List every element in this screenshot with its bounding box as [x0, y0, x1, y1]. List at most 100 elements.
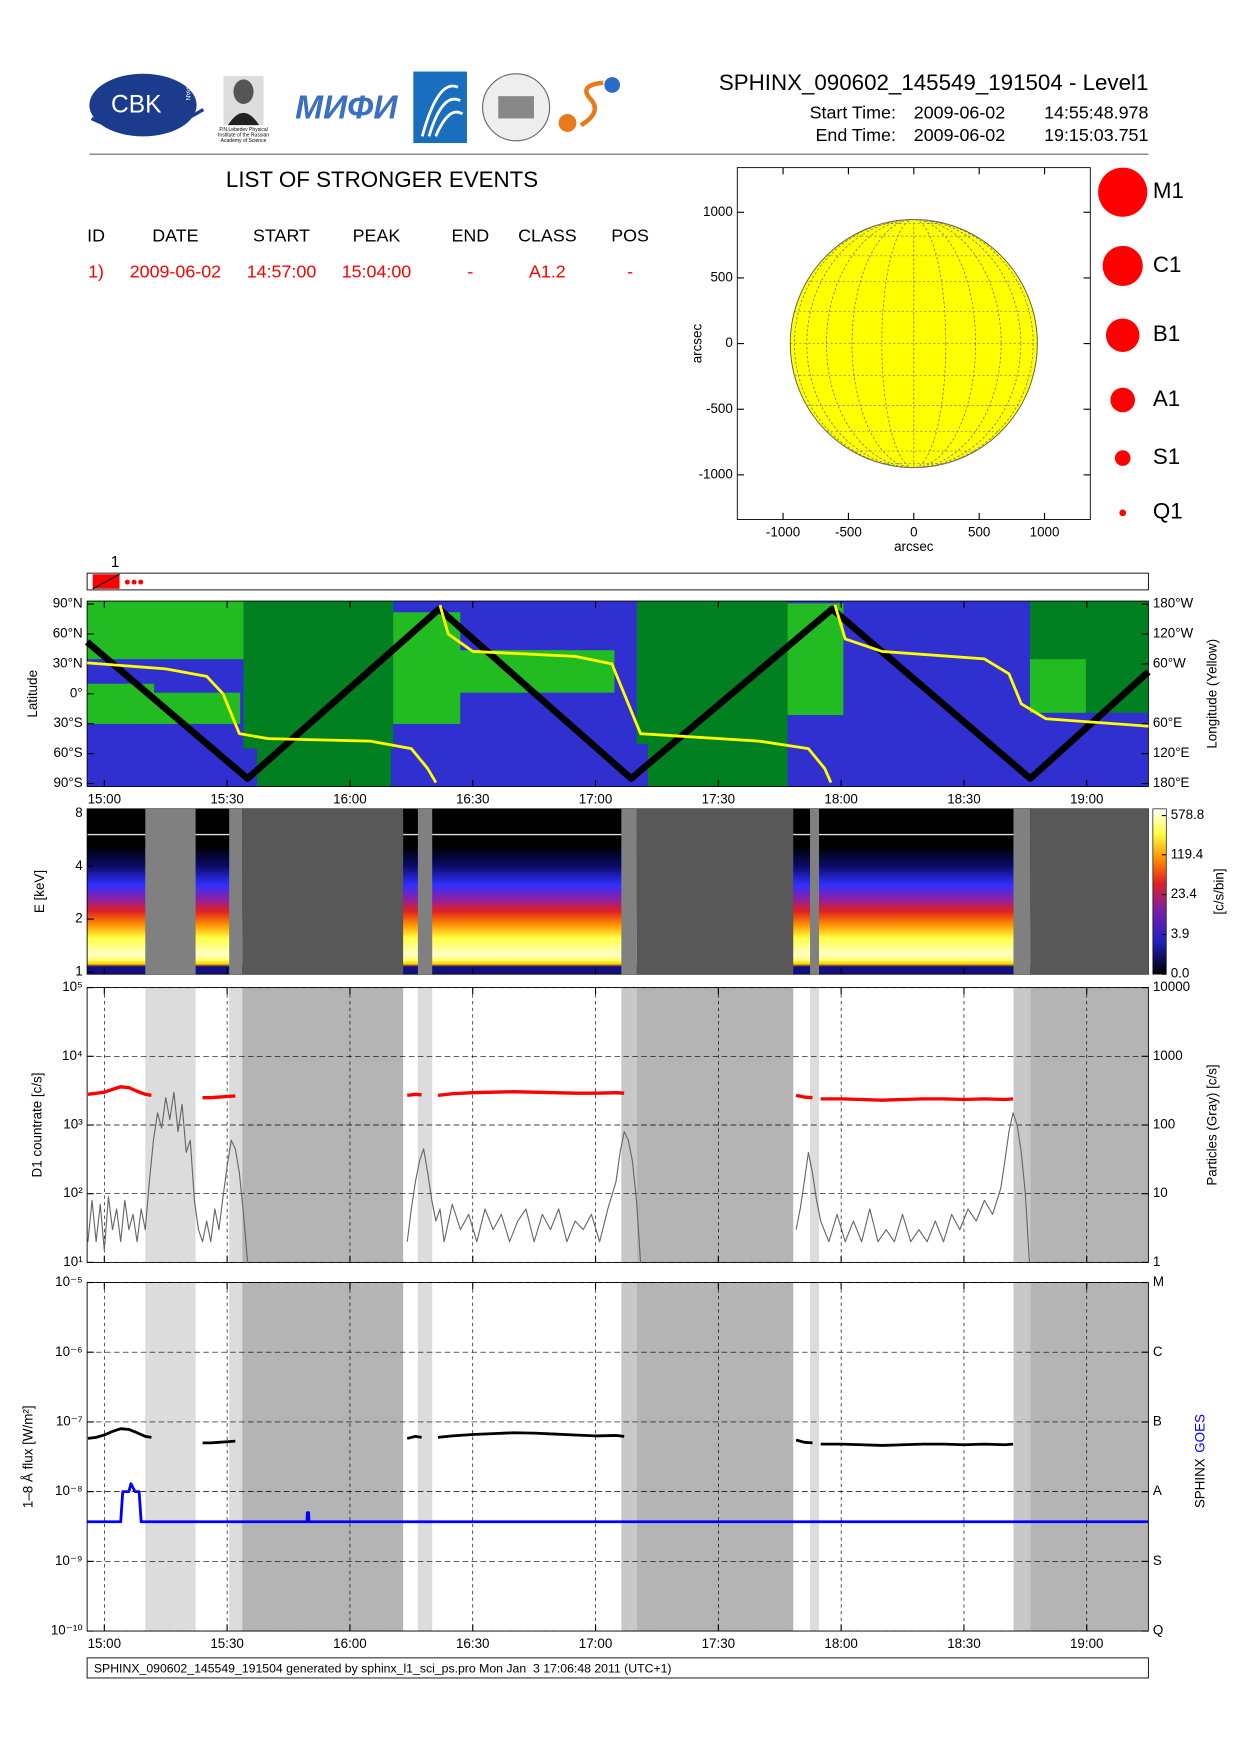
cbk-logo [89, 73, 197, 137]
x-tick-label: 18:30 [947, 1636, 981, 1651]
y2-tick-label: C [1153, 1344, 1163, 1359]
series-line [438, 604, 833, 784]
y-tick-label: 10⁻⁵ [55, 1274, 83, 1289]
table-cell: 14:57:00 [247, 261, 317, 281]
end-label: End Time: [816, 125, 896, 145]
gap-shading [145, 1282, 196, 1632]
x-tick-label: 16:30 [456, 791, 490, 806]
y-tick-label: 30°S [53, 715, 82, 730]
y2-tick-label: 180°W [1153, 596, 1194, 611]
x-tick-label: 17:30 [702, 791, 736, 806]
series-line [84, 605, 1151, 782]
end-time: 19:15:03.751 [1044, 125, 1148, 145]
series-line [437, 1090, 625, 1098]
gap-shading [417, 808, 433, 975]
gap-shading [1013, 1282, 1031, 1632]
table-cell: - [627, 261, 633, 281]
gap-shading [242, 1282, 404, 1632]
lebedev-head [233, 79, 254, 104]
table-header: START [253, 226, 310, 246]
y-tick-label: 90°N [53, 596, 83, 611]
gap-shading [1030, 1282, 1149, 1632]
meridian [851, 219, 976, 468]
y-tick-label: -1000 [699, 466, 733, 481]
colorbar-tick-label: 119.4 [1171, 846, 1204, 861]
y2-tick-label: 180°E [1153, 775, 1190, 790]
series-line [87, 1085, 152, 1098]
y-tick-label: 30°N [53, 655, 83, 670]
map-region [647, 744, 788, 787]
table-header: DATE [152, 226, 198, 246]
gap-shading [810, 808, 820, 975]
y-tick-label: 60°N [53, 626, 83, 641]
start-time: 14:55:48.978 [1044, 103, 1148, 123]
y-axis-label: arcsec [690, 324, 705, 364]
table-header: CLASS [518, 226, 577, 246]
y-tick-label: 10¹ [63, 1254, 83, 1269]
series-line [795, 1093, 813, 1100]
table-cell: 1) [88, 261, 104, 281]
y-tick-label: 10⁻⁶ [55, 1344, 82, 1359]
end-date: 2009-06-02 [914, 125, 1005, 145]
event-dot [131, 579, 137, 585]
gap-shading [1013, 808, 1031, 975]
y-tick-label: 10⁻⁹ [55, 1553, 83, 1568]
series-line [795, 1112, 1030, 1263]
cbk-text: CBK [111, 92, 162, 119]
x-tick-label: 19:00 [1070, 1636, 1104, 1651]
map-region [243, 601, 394, 749]
table-header: PEAK [353, 226, 401, 246]
event-strip-label: 1 [111, 554, 120, 571]
y-tick-label: 500 [710, 269, 732, 284]
y2-axis-label: Particles (Gray) [c/s] [1205, 1064, 1220, 1185]
table-header: END [451, 226, 489, 246]
y2-tick-label: Q [1153, 1623, 1163, 1638]
series-line [820, 1442, 1014, 1447]
magnetic-map [87, 601, 1149, 787]
y2-tick-label: M [1153, 1274, 1164, 1289]
class-label: S1 [1153, 444, 1180, 469]
x-tick-label: 15:30 [210, 1636, 244, 1651]
series-line [407, 1092, 422, 1098]
class-symbol [1105, 318, 1140, 352]
series-line [87, 661, 438, 784]
lebedev-text: P.N.Lebedev Physical [219, 127, 267, 133]
table-cell: A1.2 [529, 261, 566, 281]
x-tick-label: 17:00 [579, 1636, 613, 1651]
colorbar [1152, 808, 1167, 975]
x-tick-label: 15:00 [88, 791, 122, 806]
y-tick-label: -500 [706, 401, 733, 416]
y-tick-label: 10⁻⁸ [55, 1483, 83, 1498]
y2-tick-label: 1000 [1153, 1048, 1183, 1063]
class-label: M1 [1153, 178, 1184, 203]
y-tick-label: 10⁻⁷ [56, 1413, 83, 1428]
class-symbol [1110, 387, 1135, 413]
y-tick-label: 8 [75, 805, 82, 820]
x-tick-label: 16:00 [333, 1636, 367, 1651]
seal-building [498, 96, 534, 119]
footer-box [86, 1657, 1149, 1679]
y-axis-label: E [keV] [32, 870, 47, 913]
y2-tick-label: B [1153, 1413, 1162, 1428]
table-header: ID [87, 226, 105, 246]
y-tick-label: 2 [75, 911, 82, 926]
y2-tick-label: 10 [1153, 1185, 1168, 1200]
y2-tick-label: A [1153, 1483, 1162, 1498]
gap-shading [810, 1282, 820, 1632]
class-label: B1 [1153, 321, 1180, 346]
y-axis-label: 1–8 Å flux [W/m²] [21, 1405, 36, 1508]
gap-shading [242, 808, 404, 975]
iki-arcs [420, 84, 464, 137]
meridian [881, 219, 947, 468]
footer-text: SPHINX_090602_145549_191504 generated by… [94, 1661, 672, 1675]
y2-tick-label: 10000 [1153, 979, 1190, 994]
map-region [1029, 659, 1086, 713]
series-line [87, 1482, 1149, 1524]
legend-entry: GOES [1192, 1414, 1207, 1453]
colorbar-label: [c/s/bin] [1211, 868, 1226, 914]
y-tick-label: 10⁵ [62, 979, 82, 994]
y-tick-label: 10³ [63, 1117, 83, 1132]
series-line [833, 604, 1149, 728]
gap-shading [636, 1282, 794, 1632]
